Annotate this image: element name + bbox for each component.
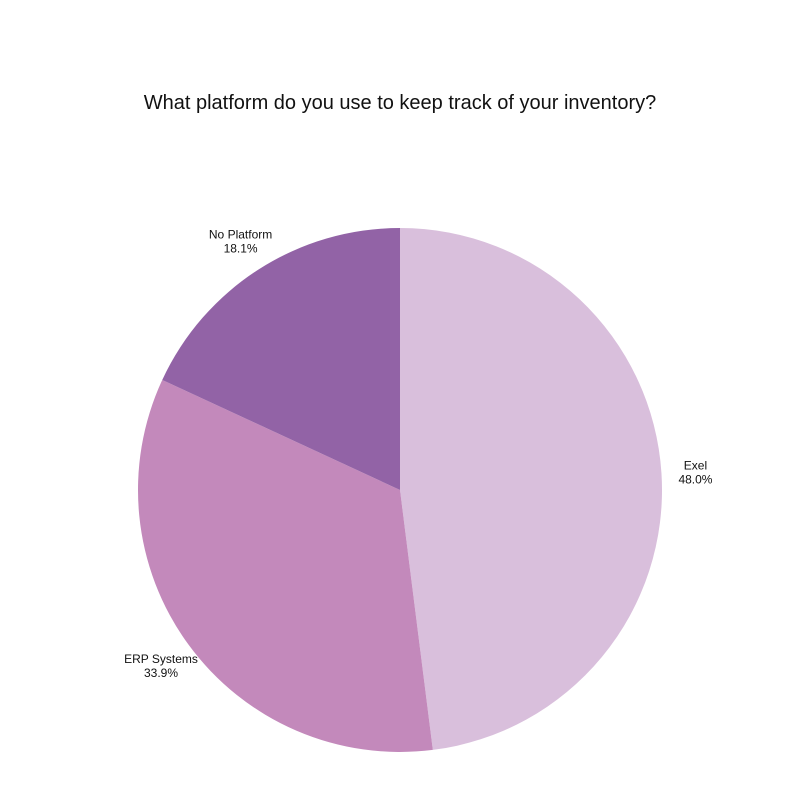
slice-label: Exel <box>684 458 707 472</box>
slice-percentage: 48.0% <box>678 472 712 486</box>
slice-label: ERP Systems <box>124 652 198 666</box>
pie-slices <box>137 228 663 752</box>
chart-title: What platform do you use to keep track o… <box>144 92 656 114</box>
pie-slice-no-platform <box>162 228 400 490</box>
slice-percentage: 18.1% <box>224 242 258 256</box>
pie-slice-erp-systems <box>137 379 433 752</box>
slice-percentage: 33.9% <box>144 666 178 680</box>
slice-label: No Platform <box>209 228 272 242</box>
pie-slice-exel <box>400 228 663 750</box>
